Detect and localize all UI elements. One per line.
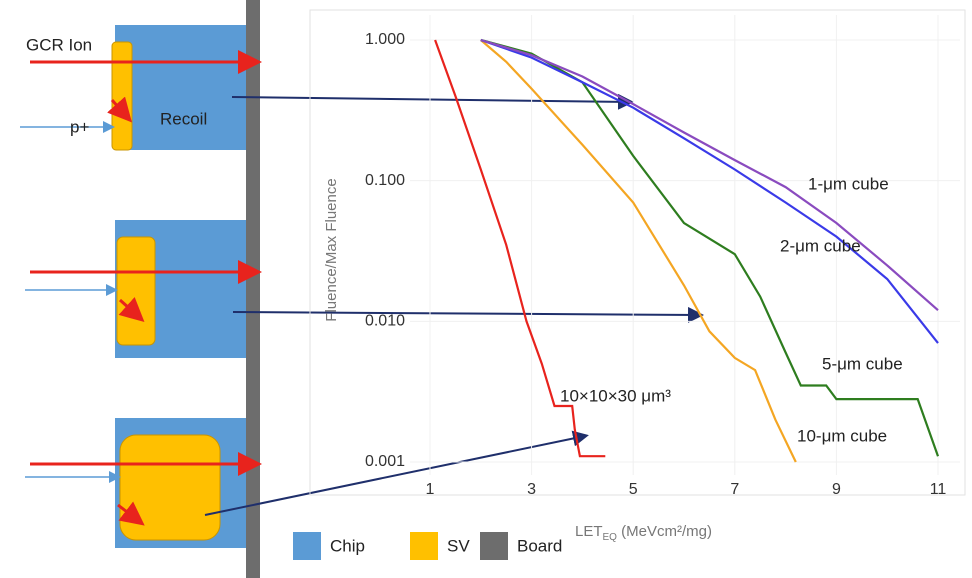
x-label-unit: (MeVcm²/mg) (617, 523, 712, 540)
ion-label: GCR Ion (26, 35, 92, 54)
link-arrow (231, 93, 634, 110)
series-line (480, 38, 939, 344)
x-tick-label: 3 (527, 481, 536, 498)
recoil-label: Recoil (160, 109, 207, 128)
series-line (480, 38, 939, 312)
board (246, 0, 260, 578)
series-label: 2-μm cube (780, 236, 861, 255)
y-axis-label: Fluence/Max Fluence (323, 178, 340, 321)
x-tick-label: 9 (832, 481, 841, 498)
series-label: 1-μm cube (808, 174, 889, 193)
y-tick-label: 1.000 (365, 31, 405, 48)
legend-label: Board (517, 536, 562, 555)
y-tick-label: 0.001 (365, 453, 405, 470)
sensitive-volume (116, 236, 156, 346)
chip (115, 25, 246, 150)
y-tick-label: 0.100 (365, 172, 405, 189)
legend-swatch (293, 532, 321, 560)
x-tick-label: 11 (930, 481, 947, 498)
series-line (480, 38, 940, 457)
link-arrow (232, 306, 704, 323)
sensitive-volume (111, 41, 133, 151)
legend-label: SV (447, 536, 470, 555)
diagram: GCR Ion p+ Recoil Chip SV Board (20, 0, 704, 578)
sensitive-volume (119, 434, 221, 541)
plot-frame (309, 9, 966, 496)
x-label-sub: EQ (603, 532, 618, 543)
x-axis-label: LETEQ (MeVcm²/mg) (575, 523, 712, 543)
series-line (434, 39, 606, 458)
recoil-arrow (117, 501, 145, 526)
x-tick-label: 1 (426, 481, 435, 498)
x-tick-label: 7 (730, 481, 739, 498)
series-label: 10×10×30 μm³ (560, 386, 671, 405)
x-tick-label: 5 (629, 481, 638, 498)
legend-swatch (480, 532, 508, 560)
recoil-arrow (107, 96, 132, 123)
y-tick-label: 0.010 (365, 313, 405, 330)
x-label-main: LET (575, 523, 603, 540)
series-label: 10-μm cube (797, 426, 887, 445)
series-line (480, 39, 797, 463)
proton-label: p+ (70, 117, 89, 136)
recoil-arrow (118, 297, 145, 323)
legend-swatch (410, 532, 438, 560)
link-arrow (204, 430, 589, 516)
series-label: 5-μm cube (822, 354, 903, 373)
legend-label: Chip (330, 536, 365, 555)
